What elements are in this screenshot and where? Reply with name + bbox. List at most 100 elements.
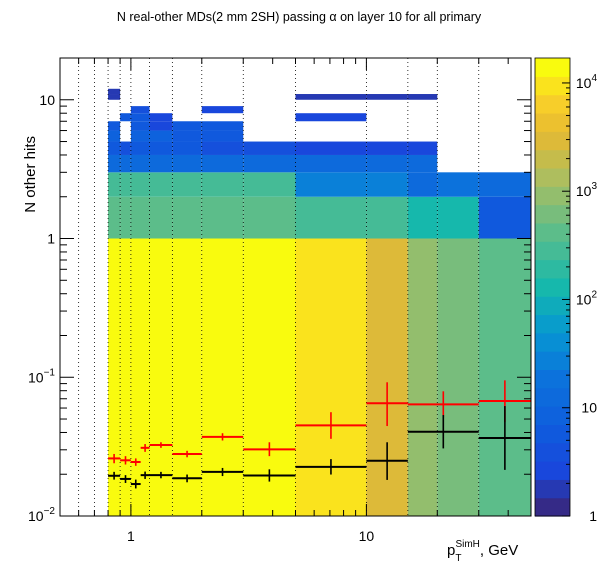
y-tick-label: 1 [47, 231, 55, 247]
color-scale-step [535, 479, 570, 499]
y-tick-label-exp: −2 [44, 506, 56, 517]
heatmap-cell [108, 238, 121, 516]
heatmap-cell [407, 196, 438, 239]
color-scale-step [535, 277, 570, 297]
heatmap-cell [407, 172, 438, 197]
heatmap-cell [407, 154, 438, 173]
heatmap-cell [295, 141, 367, 155]
heatmap-cell [172, 121, 202, 131]
y-axis-label: N other hits [22, 136, 39, 213]
heatmap-cell [172, 141, 202, 155]
heatmap-cell [407, 94, 438, 100]
heatmap-cell [295, 196, 367, 239]
heatmap-cell [149, 141, 173, 155]
heatmap-cell [130, 196, 150, 239]
chart-title: N real-other MDs(2 mm 2SH) passing α on … [117, 10, 482, 24]
color-scale-tick-label: 1 [589, 508, 597, 524]
color-scale-tick-label-base: 10 [581, 400, 597, 416]
color-scale-tick-label-exp: 2 [591, 289, 597, 300]
heatmap-cell [366, 94, 408, 100]
color-scale-step [535, 149, 570, 169]
y-tick-label-base: 10 [39, 92, 55, 108]
heatmap-cell [243, 172, 296, 197]
heatmap-cell [108, 94, 121, 100]
heatmap-cell [366, 172, 408, 197]
y-tick-label-base: 10 [28, 369, 44, 385]
heatmap-cell [149, 130, 173, 142]
heatmap-cell [243, 154, 296, 173]
x-grid [78, 58, 480, 516]
color-scale-step [535, 167, 570, 187]
heatmap-cell [407, 141, 438, 155]
x-axis-label-unit: , GeV [480, 542, 518, 559]
heatmap-cell [295, 172, 367, 197]
color-scale-tick-label: 102 [576, 289, 598, 307]
color-scale-step [535, 406, 570, 425]
heatmap-cell [172, 172, 202, 197]
heatmap-cell [201, 121, 244, 131]
heatmap-cell [149, 172, 173, 197]
heatmap-cell [108, 172, 121, 197]
x-tick-label: 10 [359, 528, 375, 544]
y-tick-label: 10 [39, 92, 55, 108]
color-scale-step [535, 186, 570, 206]
heatmap-cell [108, 141, 121, 155]
color-scale-tick-label-exp: 4 [591, 73, 597, 84]
heatmap-cell [130, 154, 150, 173]
color-scale-tick-label: 104 [576, 73, 598, 91]
color-scale-step [535, 241, 570, 261]
heatmap-cell [201, 106, 244, 114]
heatmap-cell [130, 106, 150, 114]
x-ticks: 1 10 [59, 58, 532, 544]
heatmap-cell [120, 113, 131, 122]
color-scale-frame [534, 57, 571, 517]
heatmap-cell [108, 196, 121, 239]
heatmap-cell [108, 121, 121, 131]
heatmap-cell [149, 154, 173, 173]
y-tick-label: 10−2 [28, 506, 55, 524]
profile-markers [108, 380, 531, 489]
heatmap-cell [437, 172, 479, 197]
heatmap-cell [130, 130, 150, 142]
heatmap-cell [108, 130, 121, 142]
heatmap-cell [120, 238, 131, 516]
color-scale-tick-label-exp: 3 [591, 181, 597, 192]
heatmap-cell [120, 172, 131, 197]
heatmap-cell [201, 154, 244, 173]
y-tick-label: 10−1 [28, 367, 55, 385]
color-scale-step [535, 222, 570, 242]
heatmap-cell [120, 196, 131, 239]
heatmap-cells [108, 88, 531, 516]
color-scale-step [535, 112, 570, 132]
color-scale-step [535, 332, 570, 352]
heatmap-cell [172, 196, 202, 239]
color-scale-step [535, 497, 570, 517]
heatmap-cell [120, 154, 131, 173]
heatmap-cell [172, 154, 202, 173]
color-scale-step [535, 296, 570, 316]
color-scale-step [535, 442, 570, 462]
heatmap-cell [108, 154, 121, 173]
color-scale-step [535, 369, 570, 389]
x-axis-label-sup: SimH [455, 539, 479, 550]
heatmap-cell [108, 88, 121, 95]
heatmap-cell [130, 113, 150, 122]
color-scale-step [535, 424, 570, 444]
color-scale-step [535, 387, 570, 407]
color-scale-ticks: 1 10 102 103 104 [562, 73, 597, 524]
heatmap-cell [149, 121, 173, 131]
color-scale-step [535, 461, 570, 480]
color-scale-tick-label: 10 [581, 400, 597, 416]
color-scale-step [535, 351, 570, 371]
heatmap-cell [243, 196, 296, 239]
heatmap-cell [149, 238, 173, 516]
color-scale-step [535, 314, 570, 334]
color-scale-step [535, 58, 570, 77]
heatmap-cell [295, 113, 367, 122]
color-scale-step [535, 204, 570, 224]
heatmap-cell [130, 121, 150, 131]
color-scale-tick-label: 103 [576, 181, 598, 199]
x-axis-label-main: p [447, 542, 455, 559]
y-tick-label-base: 10 [28, 508, 44, 524]
